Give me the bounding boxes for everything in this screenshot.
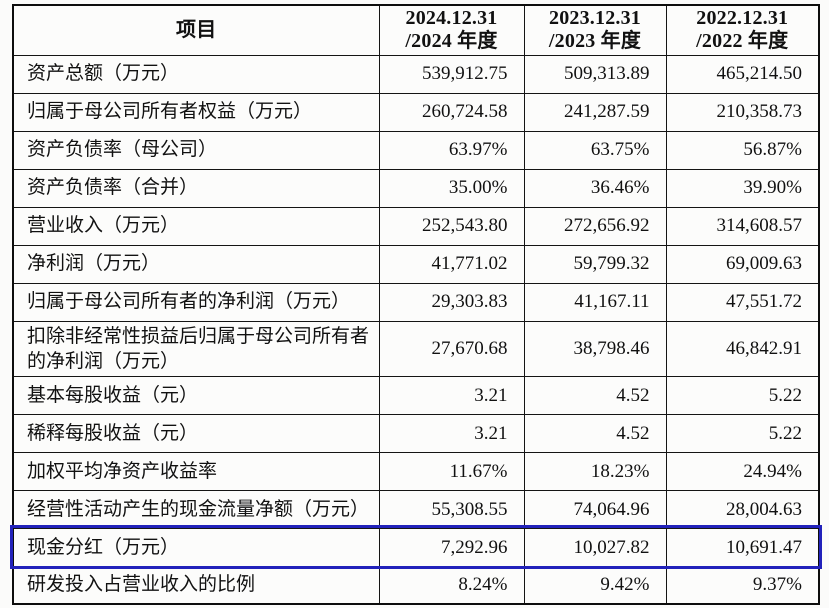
column-header-period-2023: 2023.12.31 /2023 年度	[523, 4, 667, 56]
row-label: 加权平均净资产收益率	[12, 451, 380, 491]
table-row: 资产负债率（合并） 35.00% 36.46% 39.90%	[12, 168, 820, 208]
cell-value-2024: 29,303.83	[378, 282, 525, 322]
cell-value-2022: 28,004.63	[665, 489, 820, 529]
cell-value-2024: 260,724.58	[378, 92, 525, 132]
cell-value-2023: 272,656.92	[523, 206, 667, 246]
cell-value-2023: 18.23%	[523, 451, 667, 491]
table-row-highlighted: 现金分红（万元） 7,292.96 10,027.82 10,691.47	[10, 525, 822, 570]
cell-value-2023: 9.42%	[523, 565, 667, 605]
column-header-period-2022: 2022.12.31 /2022 年度	[665, 4, 820, 56]
cell-value-2024: 55,308.55	[378, 489, 525, 529]
row-label: 研发投入占营业收入的比例	[12, 565, 380, 605]
cell-value-2022: 56.87%	[665, 130, 820, 170]
cell-value-2023: 4.52	[523, 375, 667, 415]
table-row: 归属于母公司所有者权益（万元） 260,724.58 241,287.59 21…	[12, 92, 820, 132]
cell-value-2023: 36.46%	[523, 168, 667, 208]
table-row: 资产负债率（母公司） 63.97% 63.75% 56.87%	[12, 130, 820, 170]
row-label: 基本每股收益（元）	[12, 375, 380, 415]
period-year-line: /2024 年度	[405, 30, 498, 53]
table-row: 基本每股收益（元） 3.21 4.52 5.22	[12, 375, 820, 415]
table-row: 资产总额（万元） 539,912.75 509,313.89 465,214.5…	[12, 54, 820, 94]
cell-value-2024: 41,771.02	[378, 244, 525, 284]
cell-value-2023: 74,064.96	[523, 489, 667, 529]
column-header-period-2024: 2024.12.31 /2024 年度	[378, 4, 525, 56]
period-year-line: /2022 年度	[696, 30, 789, 53]
row-label: 经营性活动产生的现金流量净额（万元）	[12, 489, 380, 529]
cell-value-2024: 252,543.80	[378, 206, 525, 246]
row-label: 资产总额（万元）	[12, 54, 380, 94]
cell-value-2023: 59,799.32	[523, 244, 667, 284]
row-label: 现金分红（万元）	[12, 527, 380, 567]
cell-value-2024: 8.24%	[378, 565, 525, 605]
table-row: 扣除非经常性损益后归属于母公司所有者的净利润（万元） 27,670.68 38,…	[12, 320, 820, 377]
period-year-line: /2023 年度	[548, 30, 642, 53]
period-date-line: 2024.12.31	[405, 6, 498, 29]
financial-summary-table: 项目 2024.12.31 /2024 年度 2023.12.31 /2023 …	[10, 4, 822, 606]
cell-value-2022: 46,842.91	[665, 320, 820, 377]
cell-value-2024: 27,670.68	[378, 320, 525, 377]
cell-value-2023: 41,167.11	[523, 282, 667, 322]
table-row: 净利润（万元） 41,771.02 59,799.32 69,009.63	[12, 244, 820, 284]
cell-value-2023: 10,027.82	[523, 527, 667, 567]
row-label: 净利润（万元）	[12, 244, 380, 284]
period-date-line: 2022.12.31	[696, 6, 789, 29]
cell-value-2022: 39.90%	[665, 168, 820, 208]
row-label: 归属于母公司所有者权益（万元）	[12, 92, 380, 132]
cell-value-2024: 63.97%	[378, 130, 525, 170]
cell-value-2023: 509,313.89	[523, 54, 667, 94]
table-row: 稀释每股收益（元） 3.21 4.52 5.22	[12, 413, 820, 453]
table-row: 经营性活动产生的现金流量净额（万元） 55,308.55 74,064.96 2…	[12, 489, 820, 529]
cell-value-2022: 5.22	[665, 375, 820, 415]
cell-value-2022: 210,358.73	[665, 92, 820, 132]
table-row: 研发投入占营业收入的比例 8.24% 9.42% 9.37%	[12, 565, 820, 605]
row-label: 归属于母公司所有者的净利润（万元）	[12, 282, 380, 322]
row-label: 扣除非经常性损益后归属于母公司所有者的净利润（万元）	[12, 320, 380, 377]
cell-value-2022: 314,608.57	[665, 206, 820, 246]
cell-value-2022: 9.37%	[665, 565, 820, 605]
row-label: 稀释每股收益（元）	[12, 413, 380, 453]
cell-value-2024: 3.21	[378, 375, 525, 415]
table-header-row: 项目 2024.12.31 /2024 年度 2023.12.31 /2023 …	[12, 4, 820, 56]
column-header-item: 项目	[12, 4, 380, 56]
row-label: 资产负债率（母公司）	[12, 130, 380, 170]
table-row: 营业收入（万元） 252,543.80 272,656.92 314,608.5…	[12, 206, 820, 246]
cell-value-2022: 5.22	[665, 413, 820, 453]
table-row: 归属于母公司所有者的净利润（万元） 29,303.83 41,167.11 47…	[12, 282, 820, 322]
period-date-line: 2023.12.31	[549, 6, 641, 29]
cell-value-2022: 24.94%	[665, 451, 820, 491]
cell-value-2022: 47,551.72	[665, 282, 820, 322]
row-label: 营业收入（万元）	[12, 206, 380, 246]
row-label: 资产负债率（合并）	[12, 168, 380, 208]
table-row: 加权平均净资产收益率 11.67% 18.23% 24.94%	[12, 451, 820, 491]
cell-value-2024: 11.67%	[378, 451, 525, 491]
cell-value-2023: 63.75%	[523, 130, 667, 170]
cell-value-2024: 3.21	[378, 413, 525, 453]
cell-value-2024: 539,912.75	[378, 54, 525, 94]
cell-value-2023: 4.52	[523, 413, 667, 453]
cell-value-2024: 35.00%	[378, 168, 525, 208]
cell-value-2022: 10,691.47	[665, 527, 820, 567]
cell-value-2024: 7,292.96	[378, 527, 525, 567]
cell-value-2023: 241,287.59	[523, 92, 667, 132]
cell-value-2022: 465,214.50	[665, 54, 820, 94]
cell-value-2022: 69,009.63	[665, 244, 820, 284]
cell-value-2023: 38,798.46	[523, 320, 667, 377]
